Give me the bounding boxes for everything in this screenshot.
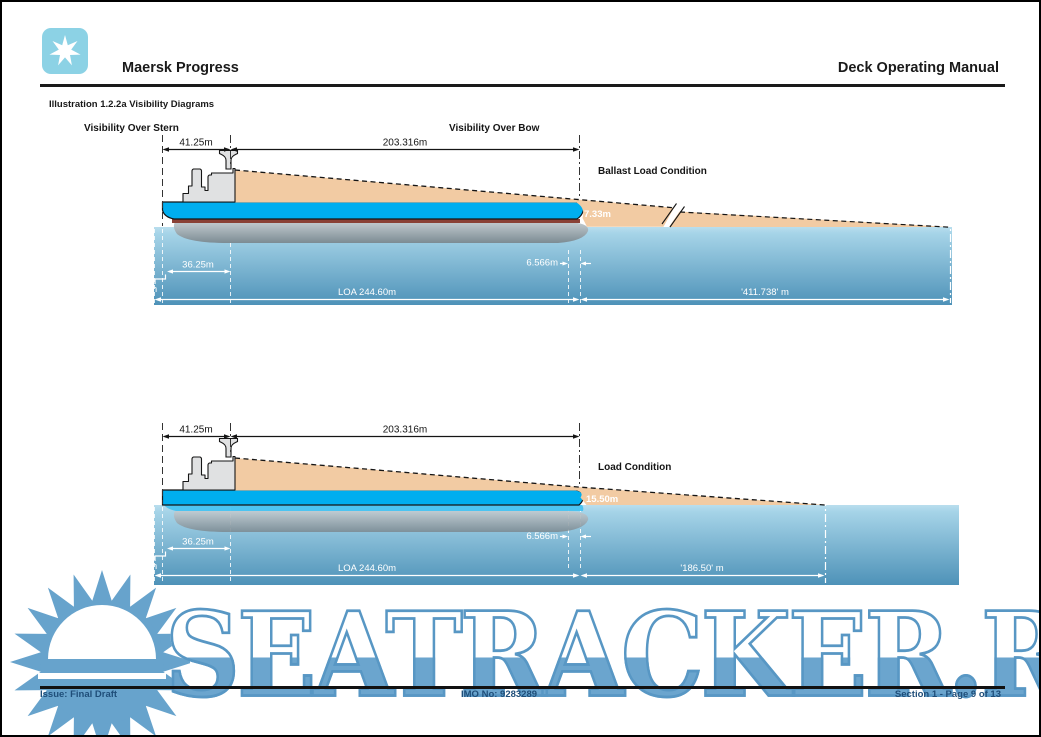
- sight-height-label: 7.33m: [584, 209, 611, 220]
- bridge-from-stern-label: 36.25m: [182, 260, 214, 271]
- ballast-visibility-diagram: Visibility Over Stern Visibility Over Bo…: [84, 123, 952, 305]
- extension-lines: [162, 135, 580, 226]
- condition-label: Load Condition: [598, 462, 671, 473]
- superstructure: [182, 455, 236, 491]
- stern-distance-label: 41.25m: [179, 425, 212, 436]
- bow-distance-label: 203.316m: [383, 138, 427, 149]
- top-dimension-lines: [162, 434, 580, 439]
- sight-height-label: 15.50m: [586, 494, 618, 505]
- submerged-hull-band: [163, 505, 584, 511]
- boot-top-stripe: [172, 219, 580, 223]
- visibility-cone: [235, 458, 825, 505]
- loa-label: LOA 244.60m: [338, 563, 396, 574]
- water-reference-lines: [154, 494, 581, 583]
- maersk-logo: [42, 28, 88, 74]
- visibility-over-stern-label: Visibility Over Stern: [84, 123, 179, 134]
- top-dimension-lines: [162, 147, 580, 152]
- sight-line: [234, 169, 673, 209]
- load-visibility-diagram: 41.25m 203.316m Load Condition 15.50m 36…: [136, 423, 959, 585]
- bow-distance-label: 203.316m: [383, 425, 427, 436]
- ship-hull: [161, 201, 585, 220]
- sight-line-far: [679, 211, 951, 228]
- loa-label: LOA 244.60m: [338, 287, 396, 298]
- sun-logo-icon: [10, 570, 190, 735]
- vessel-name: Maersk Progress: [122, 60, 239, 76]
- footer-rule: [40, 686, 1005, 689]
- maersk-star-icon: [49, 35, 81, 66]
- mast: [218, 437, 239, 458]
- aft-overhang-label: 5.0m: [136, 284, 157, 295]
- water-reference-lines: [154, 229, 581, 303]
- mast: [218, 149, 239, 170]
- scale-break-marks: [661, 203, 685, 228]
- visibility-over-bow-label: Visibility Over Bow: [449, 123, 540, 134]
- manual-title: Deck Operating Manual: [837, 60, 999, 76]
- sight-line: [234, 457, 826, 506]
- stern-distance-label: 41.25m: [179, 138, 212, 149]
- water-dimension-lines: [154, 261, 950, 302]
- footer-section-page: Section 1 - Page 9 of 13: [894, 689, 1001, 700]
- illustration-title: Illustration 1.2.2a Visibility Diagrams: [49, 99, 215, 110]
- footer-imo-number: IMO No: 9283289: [461, 689, 538, 700]
- watermark-text: SEATRACKER.RU: [164, 595, 1039, 714]
- footer-issue: Issue: Final Draft: [40, 689, 118, 700]
- bow-overhang-label: 6.566m: [526, 531, 558, 542]
- blind-distance-label: '186.50' m: [680, 563, 723, 574]
- bow-overhang-label: 6.566m: [526, 258, 558, 269]
- bridge-from-stern-label: 36.25m: [182, 537, 214, 548]
- visibility-cone: [235, 170, 674, 227]
- superstructure: [182, 167, 236, 203]
- water-dimension-lines: [154, 534, 825, 578]
- ship-hull: [161, 489, 585, 506]
- blind-distance-label: '411.738' m: [741, 287, 789, 298]
- condition-label: Ballast Load Condition: [598, 166, 707, 177]
- underwater-hull: [173, 222, 589, 243]
- underwater-hull: [173, 511, 589, 532]
- aft-overhang-label: 5.0m: [136, 561, 157, 572]
- header-rule: [40, 84, 1005, 87]
